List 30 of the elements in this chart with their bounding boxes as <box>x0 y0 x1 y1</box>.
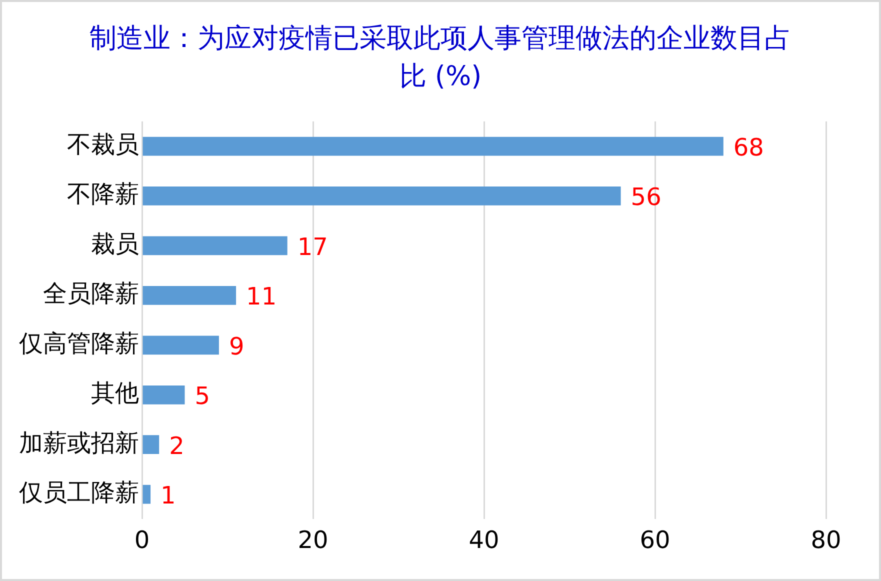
y-tick-label: 仅员工降薪 <box>19 478 139 507</box>
data-label: 17 <box>297 232 328 261</box>
data-label: 68 <box>733 133 764 162</box>
y-tick-label: 仅高管降薪 <box>19 329 139 358</box>
bar <box>142 136 724 156</box>
data-label: 56 <box>630 183 662 212</box>
y-tick-label: 其他 <box>91 379 139 408</box>
data-label: 2 <box>169 432 184 460</box>
bar <box>142 236 288 256</box>
bar <box>142 435 160 454</box>
bar <box>142 385 185 404</box>
bar <box>142 186 621 206</box>
x-tick-label: 20 <box>298 526 328 554</box>
bar <box>142 336 219 355</box>
y-tick-label: 全员降薪 <box>43 280 139 308</box>
x-tick-label: 80 <box>810 526 842 554</box>
data-label: 5 <box>194 382 210 410</box>
bar <box>142 286 236 305</box>
data-label: 9 <box>228 332 244 360</box>
y-tick-label: 裁员 <box>91 230 139 258</box>
x-tick-label: 40 <box>468 526 500 554</box>
data-label: 11 <box>246 282 277 311</box>
data-label: 1 <box>160 482 176 510</box>
chart-title: 制造业：为应对疫情已采取此项人事管理做法的企业数目占比 (%) <box>88 22 792 94</box>
y-tick-label: 不降薪 <box>67 180 139 208</box>
bar <box>142 484 151 504</box>
y-tick-label: 不裁员 <box>67 130 139 158</box>
x-tick-label: 60 <box>640 526 670 554</box>
x-tick-label: 0 <box>134 526 150 554</box>
y-tick-label: 加薪或招新 <box>19 428 139 457</box>
